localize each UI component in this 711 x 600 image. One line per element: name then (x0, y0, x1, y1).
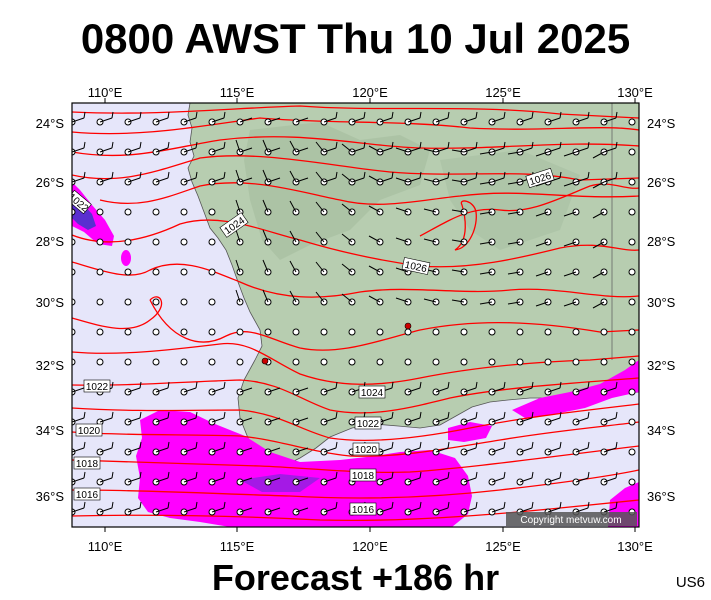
svg-text:24°S: 24°S (36, 116, 65, 131)
svg-text:110°E: 110°E (88, 539, 123, 554)
copyright-text: Copyright metvuw.com (520, 515, 621, 526)
svg-text:1016: 1016 (352, 505, 375, 516)
lon-labels-top: 110°E 115°E 120°E 125°E 130°E (88, 85, 653, 100)
svg-text:125°E: 125°E (485, 85, 521, 100)
svg-text:1018: 1018 (352, 471, 375, 482)
svg-text:28°S: 28°S (36, 234, 65, 249)
svg-text:26°S: 26°S (36, 175, 65, 190)
land-shading (244, 122, 430, 260)
lat-labels-right: 24°S 26°S 28°S 30°S 32°S 34°S 36°S (647, 116, 676, 504)
svg-text:1026: 1026 (404, 260, 428, 275)
lat-labels-left: 24°S 26°S 28°S 30°S 32°S 34°S 36°S (36, 116, 65, 504)
svg-text:32°S: 32°S (36, 358, 65, 373)
svg-text:30°S: 30°S (647, 295, 676, 310)
svg-text:1024: 1024 (361, 388, 384, 399)
svg-text:120°E: 120°E (352, 85, 388, 100)
svg-text:30°S: 30°S (36, 295, 65, 310)
svg-text:1018: 1018 (76, 459, 99, 470)
lon-labels-bottom: 110°E 115°E 120°E 125°E 130°E (88, 539, 653, 554)
svg-text:120°E: 120°E (352, 539, 388, 554)
svg-text:115°E: 115°E (220, 85, 255, 100)
map-frame (71, 102, 640, 528)
svg-text:1022: 1022 (86, 382, 109, 393)
svg-text:34°S: 34°S (647, 423, 676, 438)
svg-text:34°S: 34°S (36, 423, 65, 438)
svg-text:130°E: 130°E (617, 85, 653, 100)
isobar-labels: 1026 1026 1024 1024 1022 1022 1020 1020 … (72, 167, 555, 516)
svg-text:26°S: 26°S (647, 175, 676, 190)
svg-text:32°S: 32°S (647, 358, 676, 373)
svg-text:115°E: 115°E (220, 539, 255, 554)
svg-text:1022: 1022 (357, 419, 380, 430)
svg-text:1016: 1016 (76, 490, 99, 501)
city-marker-perth (261, 357, 269, 365)
svg-text:36°S: 36°S (36, 489, 65, 504)
svg-text:1020: 1020 (78, 426, 101, 437)
page-title: 0800 AWST Thu 10 Jul 2025 (80, 15, 631, 62)
svg-text:24°S: 24°S (647, 116, 676, 131)
svg-text:1020: 1020 (355, 445, 378, 456)
svg-text:125°E: 125°E (485, 539, 521, 554)
svg-text:130°E: 130°E (617, 539, 653, 554)
wind-barbs (72, 118, 636, 516)
forecast-label: Forecast +186 hr (211, 557, 500, 598)
city-marker-kalgoorlie (404, 322, 412, 330)
svg-text:28°S: 28°S (647, 234, 676, 249)
svg-text:110°E: 110°E (88, 85, 123, 100)
svg-text:36°S: 36°S (647, 489, 676, 504)
region-code: US6 (675, 574, 705, 591)
isobars (72, 105, 639, 522)
